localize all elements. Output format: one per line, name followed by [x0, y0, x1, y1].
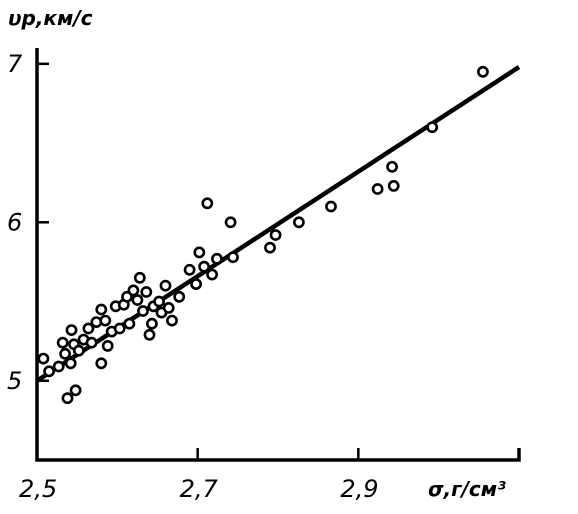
data-point [224, 216, 237, 229]
data-point [269, 229, 282, 241]
data-point [371, 183, 384, 195]
data-point [198, 260, 210, 273]
data-point [113, 322, 126, 335]
data-point [173, 290, 186, 303]
data-point [133, 271, 146, 284]
data-point [43, 365, 55, 378]
data-point [325, 200, 337, 213]
data-point [476, 65, 489, 78]
data-point [143, 328, 156, 341]
data-point [37, 352, 50, 365]
data-point [210, 252, 223, 265]
data-point [201, 197, 214, 210]
points-layer [37, 65, 489, 405]
data-point [183, 263, 196, 276]
data-point [193, 246, 206, 259]
data-point [264, 241, 276, 254]
data-point [82, 322, 95, 335]
data-point [101, 339, 114, 352]
data-point [162, 301, 175, 314]
x-axis-title: σ,г/см³ [428, 477, 506, 501]
data-point [52, 360, 65, 373]
data-point [153, 295, 165, 308]
x-ticks: 2,5 2,7 2,9 [19, 448, 379, 503]
data-point [387, 179, 400, 192]
data-point [227, 251, 239, 264]
data-point [127, 284, 140, 297]
data-point [72, 344, 85, 357]
data-point [145, 317, 158, 330]
data-point [159, 279, 172, 292]
y-axis-title: υp,км/с [8, 6, 93, 30]
x-tick-label: 2,9 [340, 475, 378, 503]
data-point [95, 357, 108, 370]
data-point [206, 268, 218, 281]
axis-frame [35, 48, 521, 462]
x-tick-label: 2,5 [19, 475, 57, 503]
x-tick-label: 2,7 [180, 475, 219, 503]
data-point [99, 314, 112, 327]
y-ticks: 5 6 7 [7, 50, 49, 395]
data-point [65, 324, 78, 336]
data-point [190, 278, 202, 290]
data-point [95, 303, 108, 316]
data-point [61, 392, 74, 405]
data-point [166, 314, 178, 327]
y-tick-label: 7 [7, 50, 23, 78]
data-point [64, 357, 77, 370]
data-point [386, 160, 398, 173]
data-point [137, 305, 149, 317]
data-point [56, 336, 69, 349]
data-point [69, 384, 82, 397]
data-point [85, 336, 98, 349]
data-point [140, 286, 153, 298]
data-point [292, 216, 305, 229]
y-tick-label: 5 [7, 367, 22, 395]
data-point [123, 317, 136, 330]
data-point [426, 121, 439, 134]
data-point [131, 294, 144, 306]
y-tick-label: 6 [7, 208, 22, 236]
data-point [59, 347, 71, 360]
